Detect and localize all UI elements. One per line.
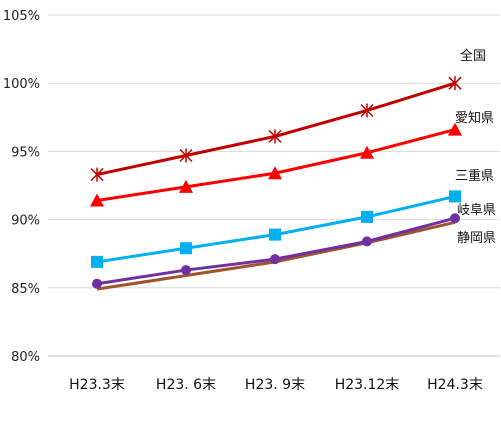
- series-label: 岐阜県: [457, 202, 496, 218]
- x-tick-label: H23. 6末: [156, 377, 216, 393]
- data-point: [361, 210, 373, 223]
- y-tick-label: 90%: [11, 214, 40, 229]
- data-point: [269, 228, 281, 241]
- series-label: 静岡県: [457, 231, 496, 246]
- data-point: [181, 265, 191, 276]
- series-line: [96, 128, 456, 202]
- data-point: [270, 254, 280, 265]
- data-point: [449, 190, 461, 203]
- data-point: [179, 148, 193, 163]
- series-line: [96, 81, 456, 177]
- data-point: [360, 103, 374, 118]
- data-point: [92, 278, 102, 289]
- data-point: [448, 122, 462, 136]
- y-tick-label: 100%: [3, 77, 40, 92]
- series-line: [96, 216, 456, 286]
- data-point: [268, 129, 282, 144]
- y-tick-label: 105%: [3, 9, 40, 24]
- data-point: [180, 242, 192, 255]
- y-tick-label: 80%: [11, 350, 40, 365]
- x-tick-label: H23. 9末: [245, 377, 305, 393]
- y-tick-label: 95%: [11, 145, 40, 160]
- series-group: [90, 76, 462, 291]
- y-axis-ticks: 80% 85% 90% 95% 100% 105%: [3, 9, 40, 365]
- x-tick-label: H23.3末: [69, 377, 125, 393]
- data-point: [450, 213, 460, 224]
- x-tick-label: H23.12末: [335, 377, 400, 393]
- series-label: 全国: [460, 48, 486, 64]
- data-point: [268, 166, 282, 180]
- data-point: [90, 167, 104, 182]
- data-point: [448, 76, 462, 91]
- series-label: 愛知県: [455, 110, 494, 126]
- data-point: [360, 145, 374, 159]
- y-tick-label: 85%: [11, 282, 40, 297]
- data-point: [91, 255, 103, 268]
- x-tick-label: H24.3末: [427, 377, 483, 393]
- series-label: 三重県: [455, 168, 494, 184]
- data-point: [179, 179, 193, 193]
- data-point: [90, 193, 104, 207]
- data-point: [362, 236, 372, 247]
- grid-lines: [48, 14, 500, 357]
- x-axis-ticks: H23.3末 H23. 6末 H23. 9末 H23.12末 H24.3末: [69, 377, 483, 393]
